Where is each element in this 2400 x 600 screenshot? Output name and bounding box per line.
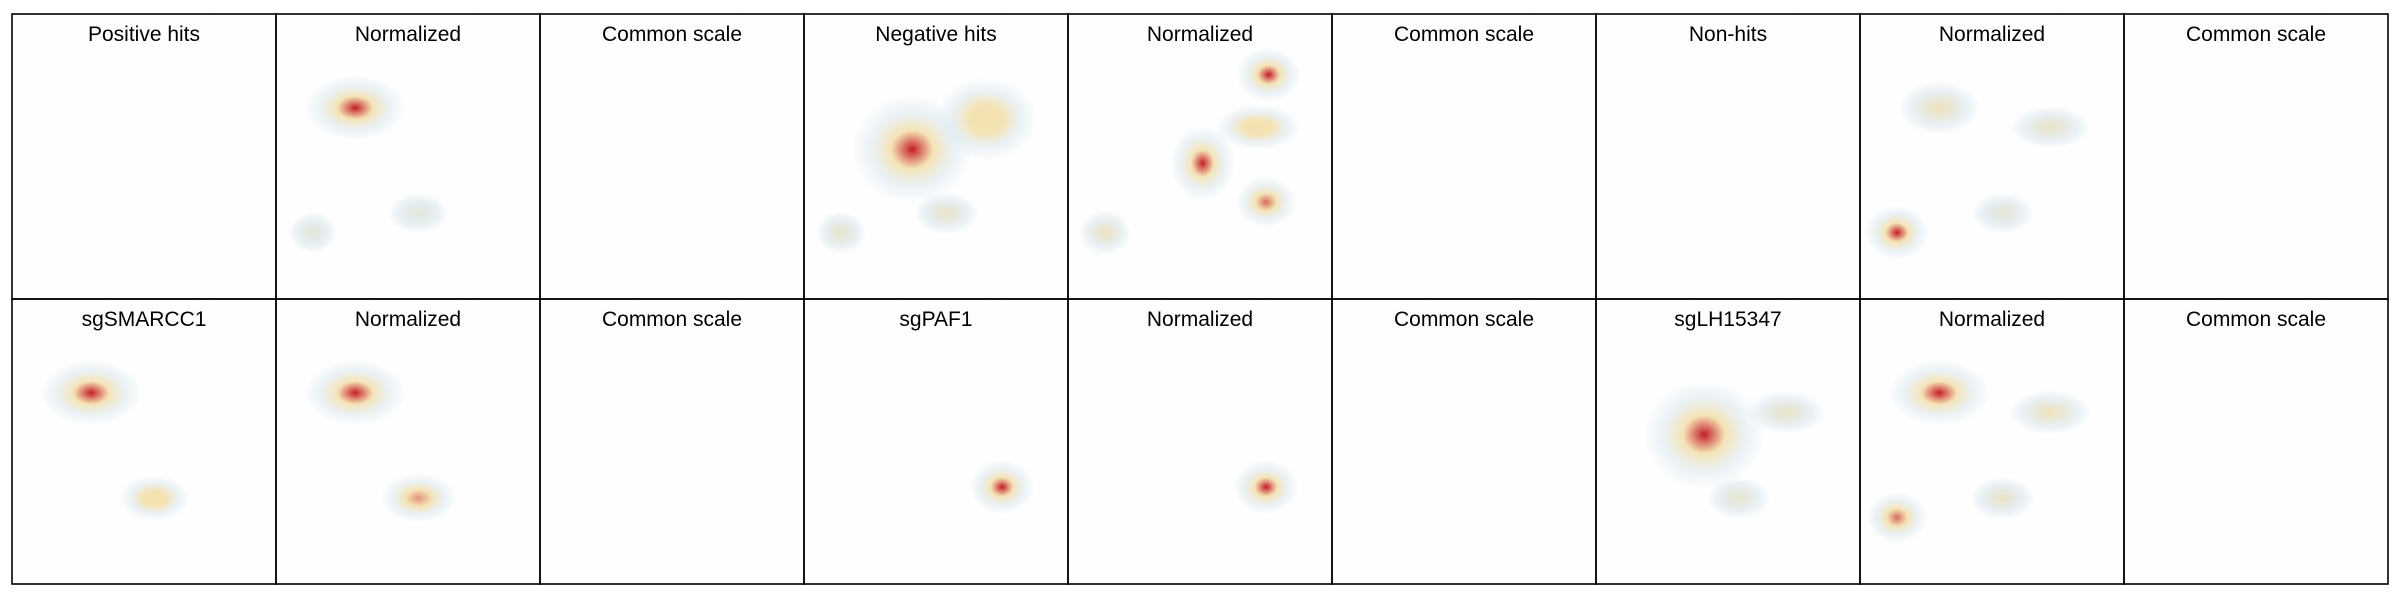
panel-title: sgSMARCC1 bbox=[82, 308, 207, 331]
panel-title: Common scale bbox=[1394, 23, 1534, 46]
panels-layer: Positive hits Normalized Common scale Negat… bbox=[11, 13, 2389, 585]
density-hotspot-upper-left bbox=[1897, 81, 1981, 135]
density-hotspot-lower-middle bbox=[1706, 477, 1771, 520]
panel-normalized-r2c2: Normalized bbox=[275, 298, 541, 585]
density-hotspot-upper-left bbox=[40, 359, 143, 426]
panel-common-scale-r2c3: Common scale bbox=[539, 298, 805, 585]
panel-title: Positive hits bbox=[88, 23, 200, 46]
density-hotspot-center-right bbox=[935, 77, 1037, 161]
panel-title: Normalized bbox=[1147, 23, 1253, 46]
embedding-shape bbox=[1619, 69, 1830, 274]
panel-title: sgLH15347 bbox=[1674, 308, 1781, 331]
panel-normalized-r1c5: Normalized bbox=[1067, 13, 1333, 300]
density-hotspot-lower-middle bbox=[1970, 476, 2036, 520]
density-hotspot-lower-right bbox=[969, 459, 1035, 515]
panel-title: Negative hits bbox=[875, 23, 996, 46]
panel-negative-hits-r1c4: Negative hits bbox=[803, 13, 1069, 300]
density-hotspot-right bbox=[1215, 104, 1302, 151]
panel-sgsmarcc1-r2c1: sgSMARCC1 bbox=[11, 298, 277, 585]
density-hotspot-lower-middle bbox=[388, 193, 450, 234]
embedding-shape bbox=[35, 69, 246, 274]
panel-sglh15347-r2c7: sgLH15347 bbox=[1595, 298, 1861, 585]
density-hotspot-right bbox=[2010, 105, 2090, 149]
panel-common-scale-r1c6: Common scale bbox=[1331, 13, 1597, 300]
panel-title: Common scale bbox=[2186, 308, 2326, 331]
density-hotspot-upper-left bbox=[1888, 359, 1991, 426]
density-hotspot-lower-left bbox=[1864, 205, 1930, 260]
density-hotspot-lower-left bbox=[815, 211, 867, 254]
density-hotspot-lower-left bbox=[1078, 210, 1132, 255]
panel-title: Common scale bbox=[602, 23, 742, 46]
panel-frame bbox=[2123, 298, 2389, 585]
density-hotspot-right bbox=[1746, 390, 1826, 434]
density-hotspot-lower-middle bbox=[914, 191, 980, 235]
density-hotspot-lower-middle bbox=[1971, 192, 2034, 234]
density-hotspot-lower-left bbox=[288, 212, 338, 253]
panel-non-hits-r1c7: Non-hits bbox=[1595, 13, 1861, 300]
panel-title: Normalized bbox=[1939, 308, 2045, 331]
density-hotspot-right bbox=[2008, 390, 2092, 435]
panel-title: Non-hits bbox=[1689, 23, 1767, 46]
panel-title: Normalized bbox=[1147, 308, 1253, 331]
panel-common-scale-r2c6: Common scale bbox=[1331, 298, 1597, 585]
panel-normalized-r2c5: Normalized bbox=[1067, 298, 1333, 585]
density-hotspot-center bbox=[1170, 124, 1236, 202]
density-hotspot-top-right bbox=[1236, 47, 1302, 103]
panel-title: sgPAF1 bbox=[899, 308, 972, 331]
density-hotspot-lower-right bbox=[1235, 176, 1297, 228]
density-hotspot-lower-left bbox=[1866, 491, 1928, 544]
density-hotspot-lower-right bbox=[1233, 459, 1299, 515]
panel-title: Normalized bbox=[355, 23, 461, 46]
embedding-shape bbox=[1091, 354, 1302, 559]
embedding-shape bbox=[2147, 354, 2358, 559]
embedding-shape bbox=[2147, 69, 2358, 274]
panel-common-scale-r2c9: Common scale bbox=[2123, 298, 2389, 585]
embedding-shape bbox=[1355, 69, 1566, 274]
density-hotspot-upper-left bbox=[304, 359, 407, 426]
embedding-shape bbox=[563, 69, 774, 274]
panel-title: Common scale bbox=[2186, 23, 2326, 46]
panel-common-scale-r1c9: Common scale bbox=[2123, 13, 2389, 300]
panel-normalized-r1c2: Normalized bbox=[275, 13, 541, 300]
density-hotspot-center-left bbox=[1643, 379, 1765, 490]
panel-normalized-r1c8: Normalized bbox=[1859, 13, 2125, 300]
panel-common-scale-r1c3: Common scale bbox=[539, 13, 805, 300]
density-hotspot-upper-left bbox=[304, 74, 407, 141]
density-hotspot-lower-middle bbox=[119, 475, 190, 522]
panel-title: Common scale bbox=[602, 308, 742, 331]
panel-title: Common scale bbox=[1394, 308, 1534, 331]
panel-title: Normalized bbox=[1939, 23, 2045, 46]
embedding-shape bbox=[827, 354, 1038, 559]
panel-normalized-r2c8: Normalized bbox=[1859, 298, 2125, 585]
density-hotspot-lower-middle bbox=[380, 473, 457, 523]
panel-positive-hits-r1c1: Positive hits bbox=[11, 13, 277, 300]
embedding-shape bbox=[1355, 354, 1566, 559]
embedding-shape bbox=[563, 354, 774, 559]
panel-title: Normalized bbox=[355, 308, 461, 331]
panel-sgpaf1-r2c4: sgPAF1 bbox=[803, 298, 1069, 585]
